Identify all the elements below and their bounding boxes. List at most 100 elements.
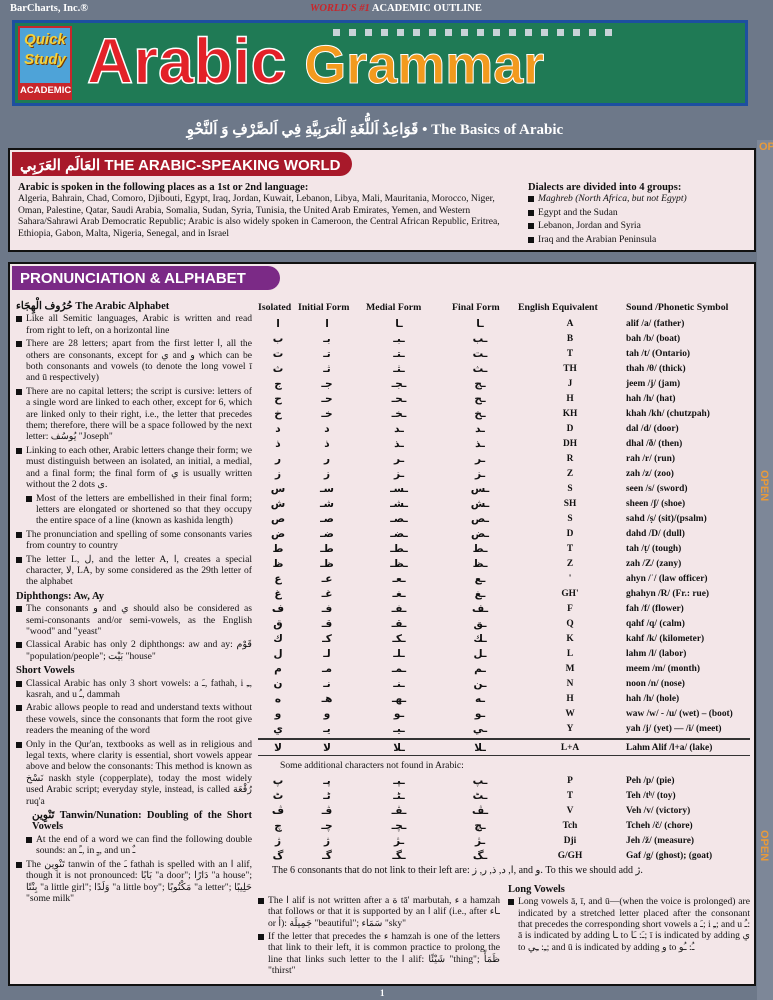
spoken-list: Algeria, Bahrain, Chad, Comoro, Djibouti… <box>18 193 500 239</box>
medial-form: ـيـ <box>393 722 405 735</box>
isolated-form: ر <box>274 452 282 465</box>
spoken-places: Arabic is spoken in the following places… <box>18 182 518 239</box>
table-row: ش شـ ـشـ ـش SH sheen /ʃ/ (shoe) <box>258 496 750 511</box>
medial-form: ـقـ <box>391 617 407 630</box>
final-form: ـٹ <box>472 789 488 802</box>
alphabet-bullet: There are 28 letters; apart from the fir… <box>16 338 252 384</box>
initial-form: خـ <box>321 407 333 420</box>
open-side-tab: OPEN OPEN OPEN <box>757 140 773 1000</box>
isolated-form: ژ <box>274 834 282 847</box>
isolated-form: ظ <box>272 557 284 570</box>
section-arabic-speaking-world: العَالَم العَرَبِي THE ARABIC-SPEAKING W… <box>8 148 756 252</box>
final-form: ـع <box>474 572 486 585</box>
medial-form: ـگـ <box>392 849 406 862</box>
initial-form: ر <box>323 452 331 465</box>
open-label-1: OPEN <box>759 141 773 153</box>
title: Arabic Grammar <box>86 23 545 103</box>
initial-form: حـ <box>321 392 333 405</box>
final-form: ـپ <box>472 774 488 787</box>
medial-form: ـز <box>393 467 405 480</box>
col-final: Final Form <box>452 302 500 313</box>
section-header: PRONUNCIATION & ALPHABET <box>12 266 280 290</box>
final-form: ـلا <box>474 741 486 754</box>
final-form: ـن <box>473 677 487 690</box>
phonetic-sound: waw /w/ - /u/ (wet) – (boot) <box>626 708 733 719</box>
english-equivalent: R <box>566 453 574 464</box>
phonetic-sound: sheen /ʃ/ (shoe) <box>626 498 686 509</box>
isolated-form: ا <box>276 317 280 330</box>
english-equivalent: W <box>565 708 575 719</box>
initial-form: ز <box>323 467 331 480</box>
phonetic-sound: hah /h/ (hat) <box>626 393 676 404</box>
phonetic-sound: zah /Z/ (zany) <box>626 558 682 569</box>
dialect-item: Maghreb (North Africa, but not Egypt) <box>528 193 748 204</box>
dialects-heading: Dialects are divided into 4 groups: <box>528 182 682 193</box>
medial-form: ـد <box>394 422 404 435</box>
initial-form: فـ <box>321 602 333 615</box>
open-label-3: OPEN <box>758 830 770 862</box>
english-equivalent: T <box>566 348 574 359</box>
medial-form: ـثـ <box>393 362 405 375</box>
logo-line3: ACADEMIC <box>20 83 72 98</box>
medial-form: ـصـ <box>390 512 408 525</box>
final-form: ـچ <box>474 819 486 832</box>
english-equivalent: DH <box>562 438 578 449</box>
isolated-form: ش <box>270 497 286 510</box>
table-header-row: Isolated Initial Form Medial Form Final … <box>258 300 750 316</box>
initial-form: ظـ <box>320 557 334 570</box>
initial-form: يـ <box>323 722 331 735</box>
final-form: ـف <box>471 602 489 615</box>
english-equivalent: S <box>567 483 573 494</box>
final-form: ـگ <box>472 849 488 862</box>
isolated-form: غ <box>274 587 282 600</box>
phonetic-sound: zah /z/ (zoo) <box>626 468 674 479</box>
final-form: ـر <box>474 452 486 465</box>
publisher: BarCharts, Inc.® <box>10 3 89 14</box>
medial-form: ـحـ <box>391 392 407 405</box>
initial-form: د <box>324 422 330 435</box>
isolated-form: ص <box>270 512 286 525</box>
open-label-2: OPEN <box>758 470 770 502</box>
medial-form: ـغـ <box>392 587 406 600</box>
section-pronunciation-alphabet: PRONUNCIATION & ALPHABET حُرُوف الْهِجَا… <box>8 262 756 986</box>
tagline-emphasis: WORLD'S #1 <box>310 3 370 14</box>
initial-form: ضـ <box>320 527 334 540</box>
english-equivalent: GH' <box>561 588 579 599</box>
english-equivalent: Y <box>566 723 574 734</box>
final-form: ـژ <box>474 834 486 847</box>
long-vowels-heading: Long Vowels <box>508 883 565 895</box>
english-equivalent: D <box>566 528 574 539</box>
medial-form: ـظـ <box>390 557 408 570</box>
initial-form: لا <box>323 741 331 754</box>
phonetic-sound: hah /h/ (hole) <box>626 693 680 704</box>
medial-form: ـڤـ <box>391 804 407 817</box>
spoken-heading: Arabic is spoken in the following places… <box>18 182 309 193</box>
phonetic-sound: meem /m/ (month) <box>626 663 700 674</box>
alif-bullet: The ا alif is not written after a ة tā' … <box>258 895 500 929</box>
initial-form: قـ <box>321 617 333 630</box>
english-equivalent: TH <box>563 363 577 374</box>
phonetic-sound: kahf /k/ (kilometer) <box>626 633 705 644</box>
banner-decoration <box>333 29 612 36</box>
initial-form: طـ <box>320 542 334 555</box>
phonetic-sound: Lahm Alif /l+a/ (lake) <box>626 742 713 753</box>
left-column: حُرُوف الْهِجَاء The Arabic Alphabet Lik… <box>16 298 252 906</box>
english-equivalent: D <box>566 423 574 434</box>
nonlinking-note: The 6 consonants that do not link to the… <box>272 865 643 877</box>
initial-form: ژ <box>323 834 331 847</box>
phonetic-sound: bah /b/ (boat) <box>626 333 681 344</box>
alif-notes: The ا alif is not written after a ة tā' … <box>258 881 500 979</box>
english-equivalent: Z <box>566 558 574 569</box>
bottom-notes: The ا alif is not written after a ة tā' … <box>258 881 750 979</box>
right-column: Isolated Initial Form Medial Form Final … <box>258 300 750 979</box>
isolated-form: د <box>275 422 281 435</box>
medial-form: ـخـ <box>391 407 407 420</box>
phonetic-sound: Veh /v/ (victory) <box>626 805 691 816</box>
